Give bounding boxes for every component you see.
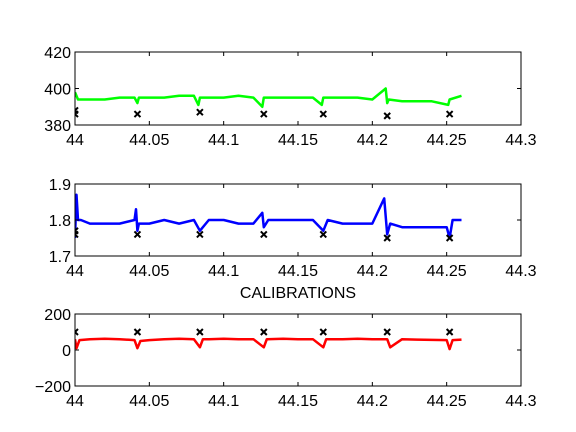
x-tick-label: 44.15 (278, 263, 318, 280)
plot-area (75, 193, 462, 242)
y-tick-label: 1.7 (49, 249, 71, 266)
calibration-marker (319, 328, 327, 336)
plot-area (75, 87, 462, 120)
subplot-title: CALIBRATIONS (240, 285, 356, 302)
y-tick-label: 420 (44, 45, 71, 62)
x-tick-label: 44.25 (427, 393, 467, 410)
calibration-marker (133, 110, 142, 118)
series-line (75, 87, 462, 109)
calibration-marker (196, 230, 204, 239)
calibration-marker (260, 110, 268, 118)
y-tick-label: 1.8 (49, 213, 71, 230)
calibration-marker (196, 108, 204, 116)
x-tick-label: 44.1 (208, 263, 239, 280)
subplot-1: 44 44.05 44.1 44.15 44.2 44.25 44.3 380 400 420 (44, 45, 536, 149)
calibration-marker (445, 110, 454, 118)
x-tick-label: 44.05 (129, 263, 169, 280)
x-tick-label: 44.3 (505, 263, 536, 280)
x-tick-label: 44 (66, 393, 84, 410)
calibration-marker (75, 110, 79, 118)
x-tick-label: 44.3 (505, 132, 536, 149)
calibration-marker (196, 328, 204, 336)
calibration-marker (75, 328, 79, 336)
calibration-marker (133, 328, 142, 336)
x-tick-label: 44.1 (208, 393, 239, 410)
calibration-marker (383, 234, 391, 242)
series-line (75, 193, 462, 240)
calibration-marker (260, 328, 268, 336)
x-tick-label: 44.1 (208, 132, 239, 149)
x-tick-label: 44.05 (129, 132, 169, 149)
calibration-marker (445, 328, 454, 336)
calibration-marker (383, 328, 391, 336)
calibration-marker (75, 230, 79, 239)
calibration-marker (383, 112, 391, 120)
y-tick-label: 400 (44, 82, 71, 99)
subplots: 44 44.05 44.1 44.15 44.2 44.25 44.338040042044… (35, 45, 537, 410)
series-line (75, 337, 462, 351)
x-tick-label: 44.3 (505, 393, 536, 410)
y-tick-label: 0 (62, 343, 71, 360)
calibration-marker (260, 230, 268, 239)
x-tick-label: 44.25 (427, 132, 467, 149)
calibration-marker (319, 230, 327, 239)
y-tick-label: 1.9 (49, 177, 71, 194)
y-tick-label: 380 (44, 118, 71, 135)
calibration-marker (319, 110, 327, 118)
x-tick-label: 44.25 (427, 263, 467, 280)
x-tick-label: 44 (66, 263, 84, 280)
y-tick-label: −200 (35, 379, 71, 396)
y-tick-label: 200 (44, 307, 71, 324)
x-tick-label: 44 (66, 132, 84, 149)
subplot-2: 44 44.05 44.1 44.15 44.2 44.25 44.3 1.7 1.8 1.9 (49, 177, 537, 280)
calibration-marker (133, 230, 142, 239)
x-tick-label: 44.2 (357, 132, 388, 149)
x-tick-label: 44.05 (129, 393, 169, 410)
plot-area (75, 328, 462, 351)
x-tick-label: 44.15 (278, 393, 318, 410)
x-tick-label: 44.2 (357, 263, 388, 280)
subplot-3: CALIBRATIONS 44 44.05 44.1 44.15 44.2 44.25 44.… (35, 285, 537, 410)
x-tick-label: 44.2 (357, 393, 388, 410)
x-tick-label: 44.15 (278, 132, 318, 149)
calibration-marker (445, 234, 454, 242)
